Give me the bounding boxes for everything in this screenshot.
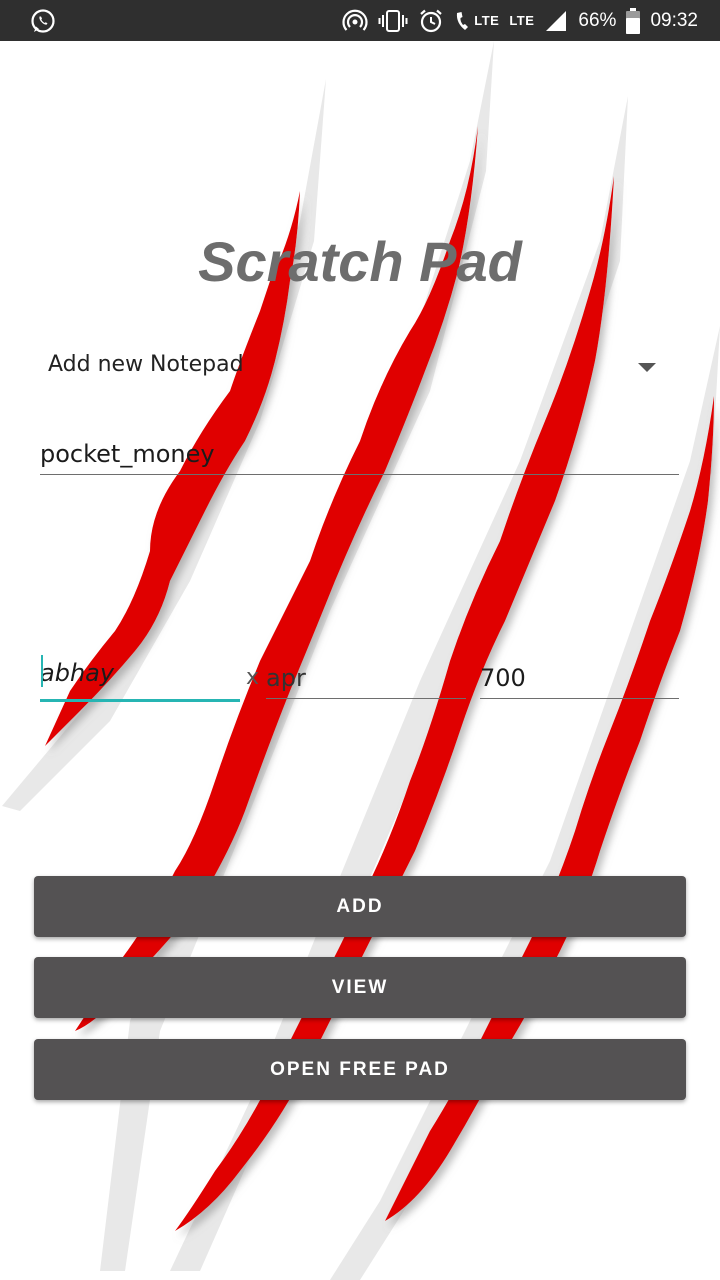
signal-icon bbox=[544, 9, 568, 33]
entry-amount-input[interactable]: 700 bbox=[480, 657, 679, 699]
scratch-background bbox=[2, 41, 720, 1280]
entry-name-input[interactable]: abhay bbox=[40, 655, 240, 702]
notepad-name-value: pocket_money bbox=[40, 440, 215, 468]
notepad-name-input[interactable]: pocket_money bbox=[40, 434, 679, 475]
whatsapp-icon bbox=[30, 8, 56, 34]
alarm-icon bbox=[418, 8, 444, 34]
battery-percent: 66% bbox=[578, 9, 617, 31]
view-button[interactable]: VIEW bbox=[34, 957, 686, 1018]
volte-call-icon: LTE bbox=[454, 9, 499, 33]
text-cursor bbox=[41, 655, 43, 687]
dropdown-arrow-icon bbox=[638, 363, 656, 372]
multiply-separator: x bbox=[246, 665, 260, 690]
entry-month-value: apr bbox=[266, 664, 306, 692]
vibrate-icon bbox=[378, 9, 408, 33]
battery-icon bbox=[626, 7, 641, 34]
scratch-mark-1 bbox=[45, 191, 300, 746]
status-bar: LTE LTE 66% 09:32 bbox=[0, 0, 720, 41]
app-title: Scratch Pad bbox=[198, 230, 522, 293]
lte-label-1: LTE bbox=[474, 13, 500, 28]
entry-month-input[interactable]: apr bbox=[266, 657, 466, 699]
add-button[interactable]: ADD bbox=[34, 876, 686, 937]
open-free-pad-button[interactable]: OPEN FREE PAD bbox=[34, 1039, 686, 1100]
main-content: Scratch Pad Add new Notepad pocket_money… bbox=[0, 41, 720, 1280]
lte-label-2: LTE bbox=[509, 13, 535, 28]
entry-name-value: abhay bbox=[40, 659, 115, 687]
clock: 09:32 bbox=[650, 9, 698, 31]
spinner-selected-label: Add new Notepad bbox=[48, 352, 244, 377]
hotspot-icon bbox=[342, 9, 368, 33]
entry-amount-value: 700 bbox=[480, 664, 526, 692]
notepad-spinner[interactable]: Add new Notepad bbox=[40, 344, 670, 390]
